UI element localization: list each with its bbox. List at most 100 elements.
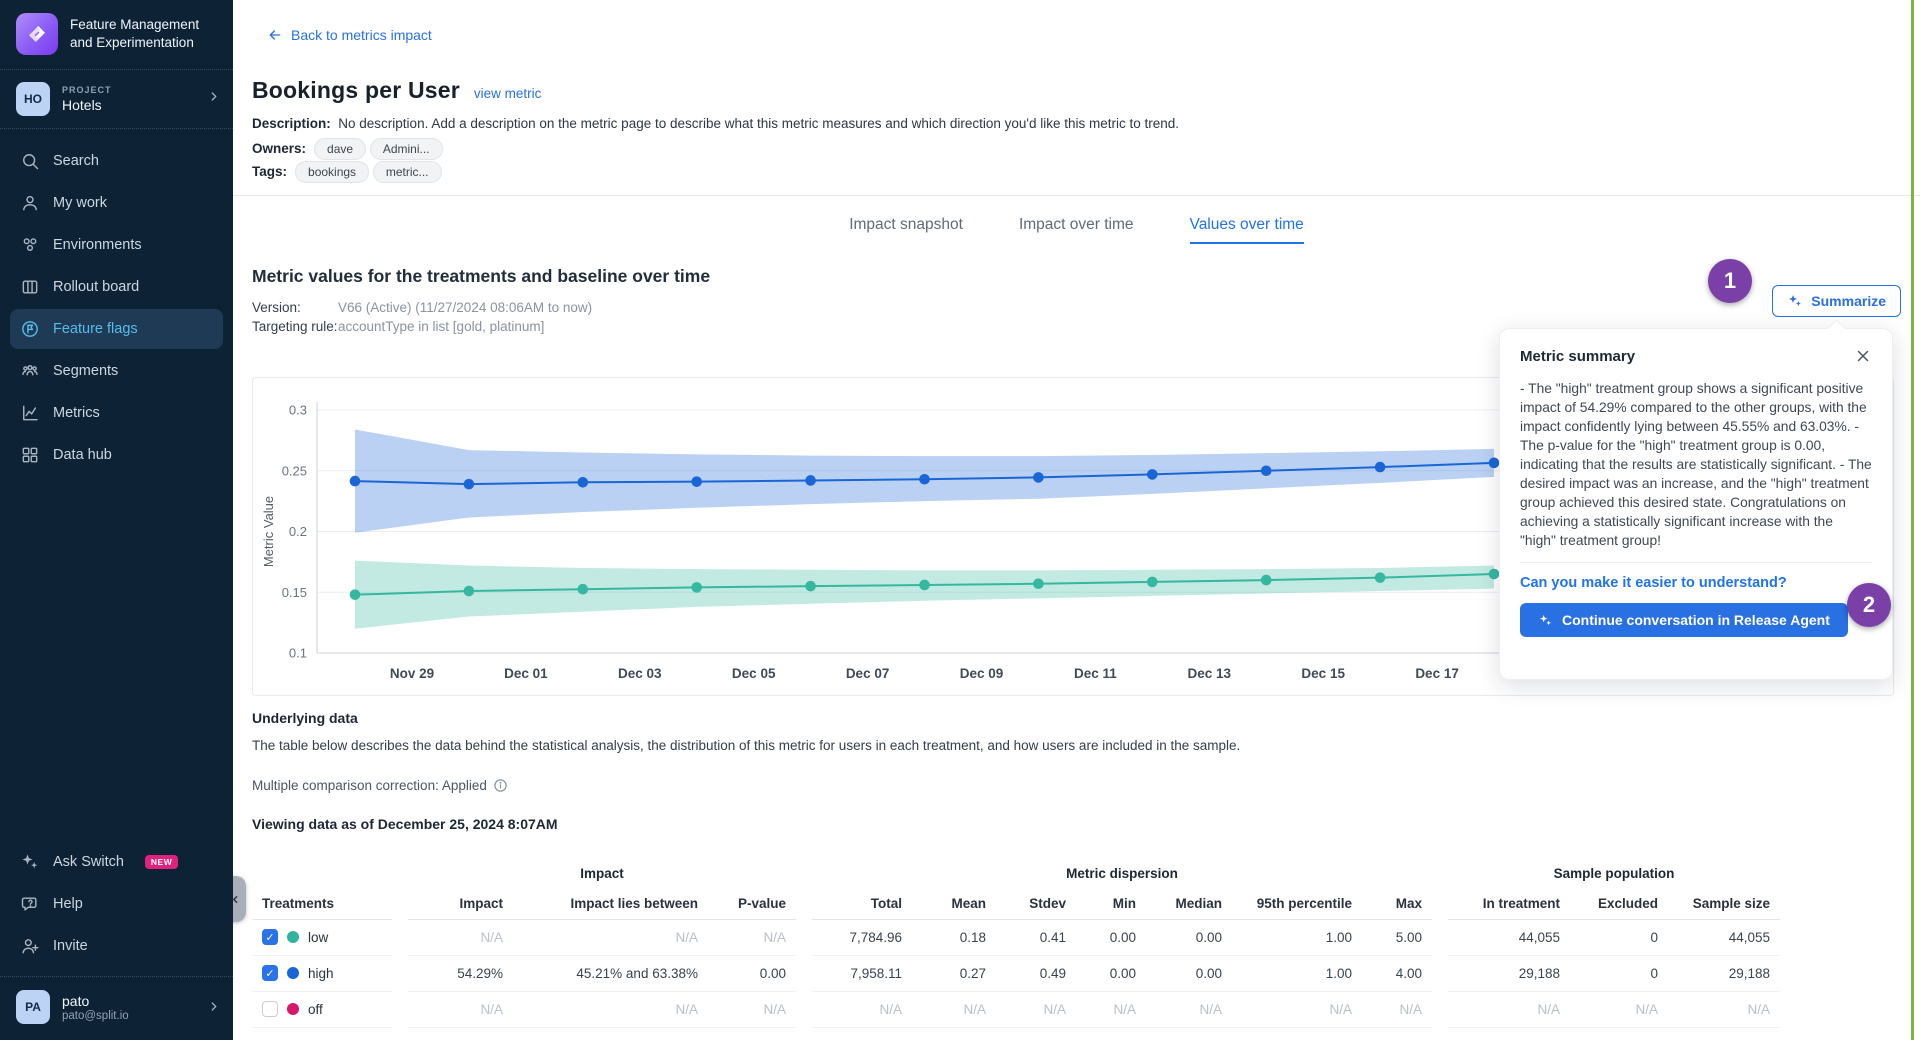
treatment-checkbox-low[interactable]: ✓ — [262, 929, 278, 945]
cell: 0.00 — [1146, 955, 1232, 992]
svg-text:Dec 05: Dec 05 — [732, 666, 776, 681]
make-easier-link[interactable]: Can you make it easier to understand? — [1520, 575, 1787, 592]
user-menu[interactable]: PA pato pato@split.io — [0, 976, 233, 1040]
svg-text:Dec 17: Dec 17 — [1415, 666, 1459, 681]
sidebar: Feature Management and Experimentation H… — [0, 0, 233, 1040]
section-heading: Metric values for the treatments and bas… — [252, 266, 711, 286]
treatment-checkbox-off[interactable] — [262, 1001, 278, 1017]
owner-chip[interactable]: Admini... — [369, 138, 443, 160]
arrow-left-icon — [269, 30, 281, 40]
brand-name: Feature Management and Experimentation — [70, 16, 200, 50]
user-name: pato — [62, 992, 90, 1009]
cell: 54.29% — [408, 955, 513, 992]
col-total: Total — [812, 889, 912, 920]
sidebar-item-metrics[interactable]: Metrics — [10, 393, 223, 433]
treatment-color-dot — [287, 1003, 299, 1015]
svg-text:Metric Value: Metric Value — [261, 496, 276, 567]
col-excluded: Excluded — [1570, 889, 1668, 920]
sidebar-item-feature-flags[interactable]: Feature flags — [10, 309, 223, 349]
cell: N/A — [1146, 991, 1232, 1028]
table-row-low: ✓ low N/A N/A N/A 7,784.96 0.18 0.41 0.00 0.00 1.0… — [252, 919, 1780, 956]
sparkles-icon — [1789, 295, 1802, 307]
project-label: PROJECT — [62, 85, 112, 95]
treatment-name: high — [308, 965, 334, 981]
underlying-heading: Underlying data — [252, 710, 358, 726]
sidebar-item-environments[interactable]: Environments — [10, 225, 223, 265]
group-impact: Impact — [580, 866, 624, 881]
cell: 7,784.96 — [812, 919, 912, 956]
col-min: Min — [1076, 889, 1146, 920]
help-icon — [20, 894, 40, 914]
brand-row: Feature Management and Experimentation — [0, 0, 233, 70]
back-link[interactable]: Back to metrics impact — [267, 27, 432, 43]
sidebar-item-ask-switch[interactable]: Ask Switch NEW — [10, 842, 223, 882]
svg-text:0.1: 0.1 — [289, 646, 307, 661]
sidebar-item-segments[interactable]: Segments — [10, 351, 223, 391]
cell: N/A — [1570, 991, 1668, 1028]
svg-text:0.15: 0.15 — [282, 585, 307, 600]
svg-text:0.25: 0.25 — [282, 463, 307, 478]
continue-conversation-button[interactable]: Continue conversation in Release Agent — [1520, 603, 1848, 638]
treatments-table: Impact Metric dispersion Sample population… — [252, 866, 1780, 1028]
cell: 1.00 — [1232, 919, 1362, 956]
screen-edge-marker — [1911, 0, 1914, 1040]
feature-flag-icon — [20, 319, 40, 339]
project-badge: HO — [16, 82, 50, 116]
group-sample-population: Sample population — [1553, 866, 1675, 881]
sidebar-item-help[interactable]: Help — [10, 884, 223, 924]
col-p-value: P-value — [708, 889, 796, 920]
cell: 0.00 — [708, 955, 796, 992]
tab-bar: Impact snapshot Impact over time Values ov… — [233, 216, 1920, 244]
col-95th-percentile: 95th percentile — [1232, 889, 1362, 920]
svg-text:Dec 03: Dec 03 — [618, 666, 662, 681]
owner-chip[interactable]: dave — [314, 138, 367, 160]
owners-row: Owners: dave Admini... — [252, 138, 1920, 160]
col-stdev: Stdev — [996, 889, 1076, 920]
cell: N/A — [912, 991, 996, 1028]
col-in-treatment: In treatment — [1448, 889, 1570, 920]
col-treatments: Treatments — [252, 889, 392, 920]
main-content: Back to metrics impact Bookings per User… — [233, 0, 1920, 1040]
close-icon[interactable] — [1854, 347, 1872, 365]
sparkles-icon — [20, 852, 40, 872]
sidebar-item-rollout-board[interactable]: Rollout board — [10, 267, 223, 307]
annotation-badge-2: 2 — [1847, 583, 1891, 627]
cell: 0.00 — [1076, 919, 1146, 956]
sidebar-item-search[interactable]: Search — [10, 141, 223, 181]
cell: 29,188 — [1448, 955, 1570, 992]
summarize-button[interactable]: Summarize — [1772, 285, 1901, 317]
cell: 44,055 — [1668, 919, 1780, 956]
table-row-high: ✓ high 54.29% 45.21% and 63.38% 0.00 7,958.11… — [252, 955, 1780, 992]
col-impact: Impact — [408, 889, 513, 920]
chevron-right-icon — [207, 999, 221, 1018]
sidebar-item-data-hub[interactable]: Data hub — [10, 435, 223, 475]
cell: N/A — [812, 991, 912, 1028]
environments-icon — [20, 235, 40, 255]
cell: 0.00 — [1076, 955, 1146, 992]
cell: N/A — [1448, 991, 1570, 1028]
cell: 0.49 — [996, 955, 1076, 992]
sidebar-item-invite[interactable]: Invite — [10, 926, 223, 966]
project-switcher[interactable]: HO PROJECT Hotels — [0, 70, 233, 129]
tag-chip[interactable]: bookings — [295, 161, 370, 183]
sidebar-item-my-work[interactable]: My work — [10, 183, 223, 223]
tab-values-over-time[interactable]: Values over time — [1189, 216, 1304, 244]
split-logo-icon — [16, 13, 58, 55]
viewing-data-line: Viewing data as of December 25, 2024 8:0… — [252, 816, 558, 832]
svg-text:0.3: 0.3 — [289, 403, 307, 418]
info-icon[interactable] — [493, 778, 508, 793]
sidebar-footer-nav: Ask Switch NEW Help Invite — [0, 830, 233, 966]
avatar: PA — [16, 990, 50, 1024]
version-info: Version: V66 (Active) (11/27/2024 08:06A… — [252, 300, 593, 334]
treatment-checkbox-high[interactable]: ✓ — [262, 965, 278, 981]
user-email: pato@split.io — [62, 1009, 129, 1022]
chevron-right-icon — [207, 90, 221, 109]
cell: 0.27 — [912, 955, 996, 992]
view-metric-link[interactable]: view metric — [473, 86, 542, 101]
cell: 0 — [1570, 919, 1668, 956]
svg-text:Dec 01: Dec 01 — [504, 666, 548, 681]
tab-impact-over-time[interactable]: Impact over time — [1018, 216, 1134, 233]
tab-impact-snapshot[interactable]: Impact snapshot — [849, 216, 963, 233]
tag-chip[interactable]: metric... — [372, 161, 442, 183]
cell: N/A — [1362, 991, 1432, 1028]
